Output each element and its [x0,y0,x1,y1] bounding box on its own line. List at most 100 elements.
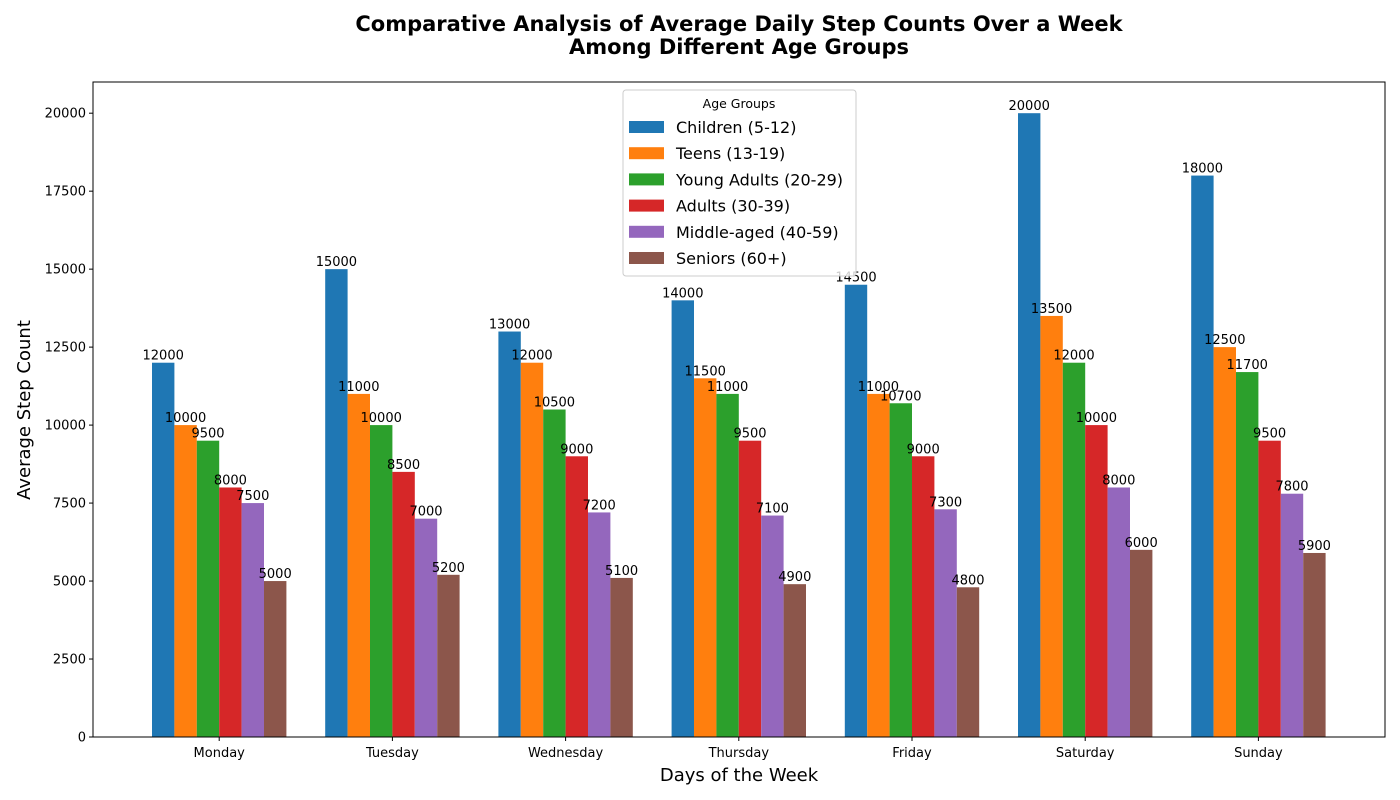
data-label: 5200 [432,561,465,576]
legend-swatch [629,121,664,133]
data-label: 14000 [662,286,703,301]
chart-title-line-1: Comparative Analysis of Average Daily St… [355,12,1123,36]
data-label: 4900 [778,570,811,585]
data-label: 5900 [1298,539,1331,554]
y-tick-label: 7500 [53,497,86,512]
bar [325,269,348,737]
x-axis-label: Days of the Week [660,765,819,786]
data-label: 11000 [707,380,748,395]
data-label: 8000 [1102,473,1135,488]
legend-label: Young Adults (20-29) [675,170,843,189]
bar [174,425,197,737]
x-tick-label: Monday [194,746,246,761]
data-label: 10000 [165,411,206,426]
bar [783,584,806,737]
bar [241,503,264,737]
bar [1018,113,1041,737]
bar [694,378,717,737]
x-tick-label: Tuesday [365,746,419,761]
bar [716,393,739,737]
bar [889,403,912,737]
bar [1258,440,1281,737]
bar [844,284,868,737]
data-label: 7500 [236,489,269,504]
y-tick-label: 10000 [45,419,86,434]
plot-area: 0 2500 5000 7500 10000 12500 15000 17500 20000 12… [45,99,1331,761]
x-tick-label: Saturday [1056,746,1115,761]
bar [219,487,242,737]
data-label: 8500 [387,458,420,473]
data-label: 5100 [605,564,638,579]
data-label: 11000 [858,380,899,395]
bar [1040,315,1063,737]
bar [370,425,393,737]
data-label: 8000 [214,473,247,488]
data-label: 9500 [191,427,224,442]
bar [1236,372,1259,737]
x-tick-label: Wednesday [528,746,604,761]
bar [520,362,544,737]
data-label: 11700 [1227,358,1268,373]
x-tick-label: Sunday [1234,746,1283,761]
data-label: 12000 [143,349,184,364]
data-label: 11000 [338,380,379,395]
axes-frame [92,81,1386,738]
y-tick-label: 5000 [53,575,86,590]
data-label: 5000 [259,567,292,582]
legend-swatch [629,225,664,238]
legend: Age Groups Children (5-12) Teens (13-19) Y… [622,89,857,277]
legend-label: Children (5-12) [676,118,796,137]
data-label: 7000 [409,505,442,520]
bar [498,331,521,737]
bar [867,393,890,737]
bar [392,471,415,737]
data-label: 9000 [907,442,940,457]
data-label: 7200 [583,498,616,513]
legend-label: Teens (13-19) [675,144,785,163]
legend-swatch [629,147,664,160]
bar [1213,347,1236,737]
y-tick-label: 12500 [45,341,86,356]
bar [1085,425,1108,737]
chart-title-line-2: Among Different Age Groups [569,35,909,59]
data-label: 7100 [756,502,789,517]
bar [934,509,957,737]
data-label: 9500 [733,427,766,442]
legend-label: Seniors (60+) [676,249,787,268]
data-label: 18000 [1182,162,1223,177]
data-label: 13000 [489,318,530,333]
bar [565,456,588,737]
bar [347,393,370,737]
y-tick-label: 15000 [45,263,86,278]
legend-label: Adults (30-39) [676,197,790,216]
data-label: 20000 [1009,99,1050,114]
data-label: 7300 [929,495,962,510]
bar [671,300,694,737]
data-label: 6000 [1125,536,1158,551]
legend-swatch [629,252,664,264]
data-label: 9000 [560,442,593,457]
y-tick-label: 17500 [45,185,86,200]
legend-title: Age Groups [703,96,776,111]
bar [543,409,566,737]
data-label: 12000 [511,349,552,364]
data-label: 4800 [951,573,984,588]
bar [1303,552,1326,737]
bar [610,577,633,737]
data-label: 13500 [1031,302,1072,317]
data-label: 12500 [1204,333,1245,348]
y-axis-label: Average Step Count [14,320,35,500]
x-tick-label: Thursday [708,746,770,761]
data-label: 7800 [1275,480,1308,495]
legend-swatch [629,173,664,186]
bar [264,581,287,737]
bar [152,362,175,737]
bar [196,440,220,737]
legend-swatch [629,199,664,212]
y-tick-label: 0 [78,731,86,746]
bar [956,587,980,737]
data-label: 10700 [880,389,921,404]
bar [738,440,762,737]
bar [912,456,935,737]
